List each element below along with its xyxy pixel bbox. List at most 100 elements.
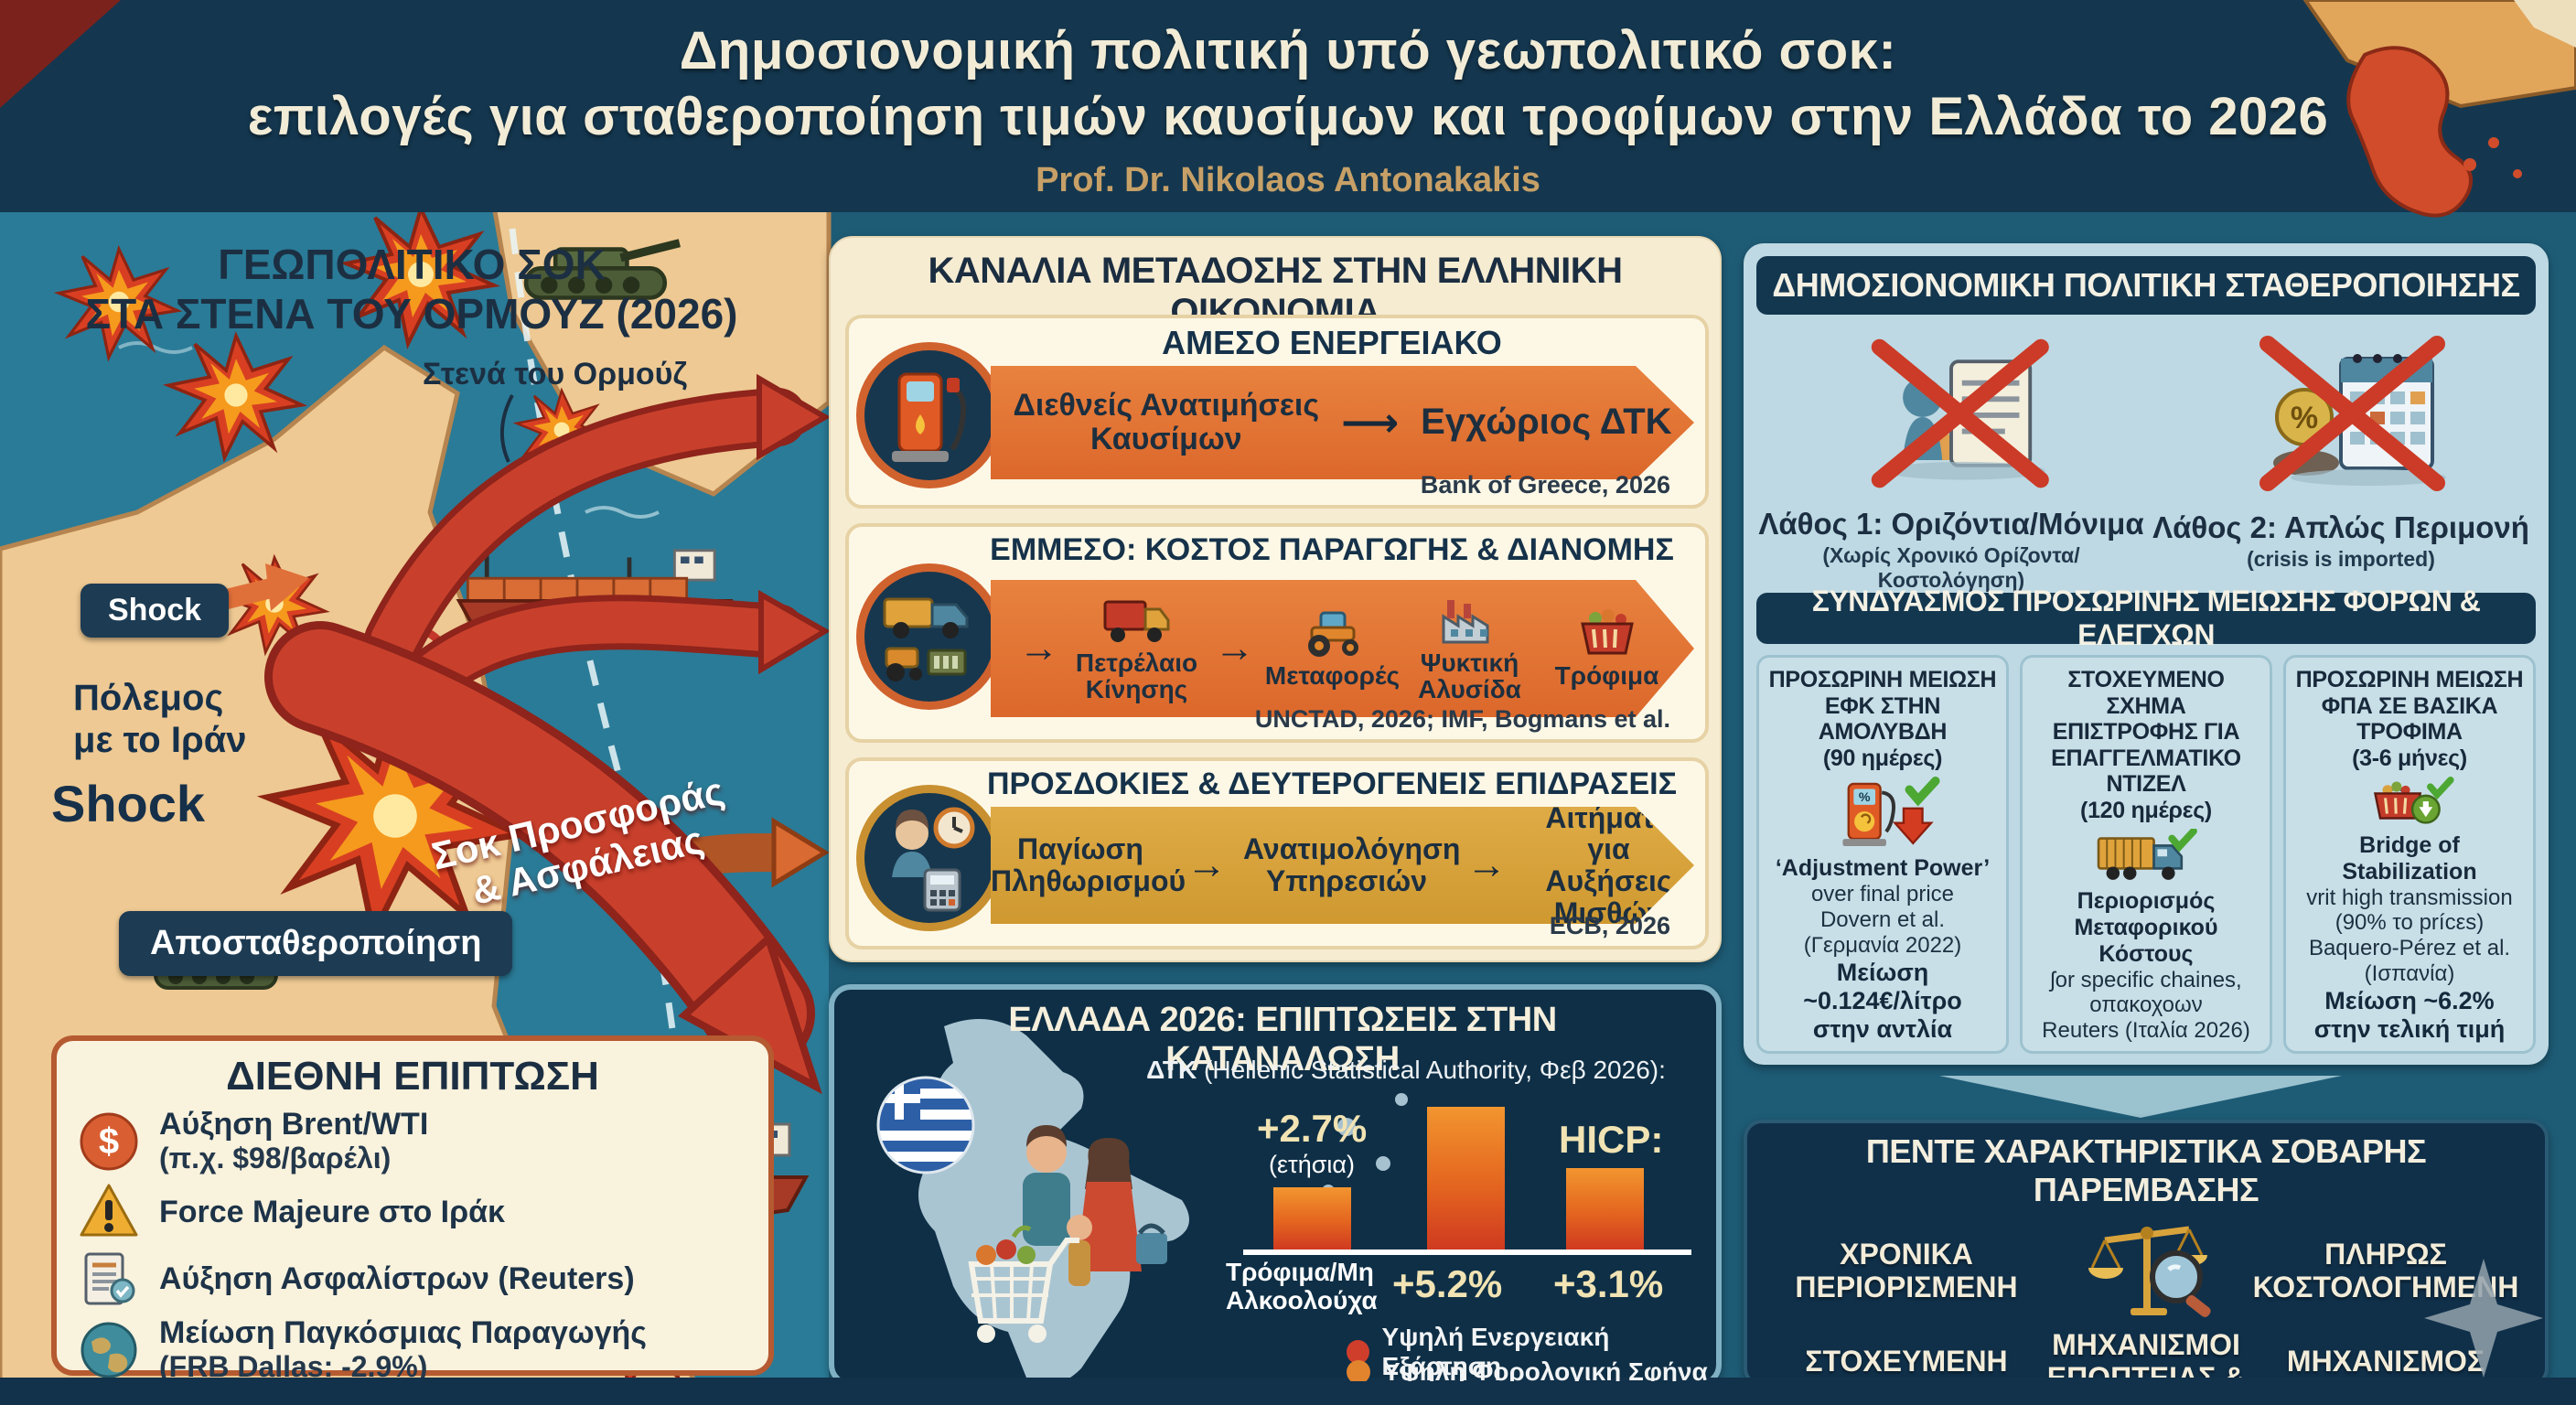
expectations-source: ECB, 2026	[1549, 912, 1670, 939]
legend-dot-orange	[1347, 1360, 1370, 1381]
indirect-source: UNCTAD, 2026; IMF, Bogmans et al.	[1254, 705, 1670, 733]
feature-time-limited: ΧΡΟΝΙΚΑ ΠΕΡΙΟΡΙΣΜΕΝΗ	[1769, 1217, 2044, 1325]
legend-tax: Υψηλή Φορολογική Σφήνα	[1347, 1357, 1708, 1386]
expectations-channel-title: ΠΡΟΣΔΟΚΙΕΣ & ΔΕΥΤΕΡΟΓΕΝΕΙΣ ΕΠΙΔΡΑΣΕΙΣ	[986, 767, 1678, 801]
col2-line4: οπακοχοων	[2089, 992, 2203, 1018]
direct-source: Bank of Greece, 2026	[1420, 471, 1670, 499]
bottom-bar	[0, 1378, 2576, 1405]
mistake2-subtitle: (crisis is imported)	[2247, 547, 2435, 571]
destabilization-badge: Αποσταθεροποίηση	[119, 911, 513, 976]
col1-result: Μείωση ~0.124€/λίτρο στην αντλία	[1803, 959, 1962, 1044]
mistake-1: Λάθος 1: Οριζόντια/Μόνιμα (Χωρίς Χρονικό…	[1756, 322, 2146, 593]
expectations-step1: Παγίωση Πληθωρισμού	[991, 832, 1186, 897]
impact-title: ΔΙΕΘΝΗ ΕΠΙΠΤΩΣΗ	[226, 1054, 599, 1099]
map-title-line2: ΣΤΑ ΣΤΕΝΑ ΤΟΥ ΟΡΜΟΥΖ (2026)	[85, 290, 738, 338]
col3-header-line4: (3-6 μήνες)	[2352, 745, 2467, 771]
col3-result: Μείωση ~6.2% στην τελική τιμή	[2314, 987, 2506, 1044]
col3-line3: (90% το prícεs)	[2334, 910, 2485, 936]
family-cart-illustration	[968, 1125, 1167, 1343]
truck-icon	[1103, 595, 1171, 646]
step-transport: Μεταφορές	[1268, 607, 1398, 689]
col2-header-line2: ΕΠΙΣΤΡΟΦΗΣ ΓΙΑ	[2052, 719, 2240, 745]
arrow-right-icon: →	[1466, 842, 1507, 887]
direct-step2: Εγχώριος ΔΤΚ	[1421, 402, 1672, 443]
col3-result-line1: Μείωση ~6.2%	[2324, 986, 2495, 1014]
transmission-channels-panel: ΚΑΝΑΛΙΑ ΜΕΤΑΔΟΣΗΣ ΣΤΗΝ ΕΛΛΗΝΙΚΗ ΟΙΚΟΝΟΜΙ…	[829, 236, 1722, 962]
impact-item-text: Αύξηση Brent/WTI	[159, 1107, 429, 1142]
hicp-label: HICP:	[1559, 1118, 1664, 1161]
col3-line4: Baquero-Pérez et al.	[2308, 936, 2511, 961]
policy-col-excise: ΠΡΟΣΩΡΙΝΗ ΜΕΙΩΣΗ ΕΦΚ ΣΤΗΝ ΑΜΟΛΥΒΔΗ (90 η…	[1756, 655, 2009, 1054]
feature-line: ΜΗΧΑΝΙΣΜΟΙ	[2052, 1328, 2240, 1361]
check-icon	[2427, 777, 2454, 800]
policy-col-vat: ΠΡΟΣΩΡΙΝΗ ΜΕΙΩΣΗ ΦΠΑ ΣΕ ΒΑΣΙΚΑ ΤΡΟΦΙΜΑ (…	[2283, 655, 2536, 1054]
col1-header-line2: ΕΦΚ ΣΤΗΝ ΑΜΟΛΥΒΔΗ	[1818, 692, 1948, 745]
col3-line1: Bridge of Stabilization	[2342, 831, 2477, 885]
bar-hicp-value: +3.1%	[1553, 1262, 1664, 1305]
legend-label: Υψηλή Φορολογική Σφήνα	[1383, 1357, 1708, 1386]
freight-truck-icon	[2097, 829, 2197, 880]
factory-icon	[1436, 595, 1504, 646]
page-title-line2: επιλογές για σταθεροποίηση τιμών καυσίμω…	[247, 87, 2329, 146]
greece-map-illustration	[876, 1019, 1408, 1381]
greece-panel-subtitle: ΔΤΚ (Hellenic Statistical Authority, Φεβ…	[1100, 1056, 1712, 1085]
col3-header-line3: ΤΡΟΦΙΜΑ	[2356, 719, 2463, 745]
col2-header-line4: (120 ημέρες)	[2080, 797, 2212, 823]
indirect-cost-channel: ΕΜΜΕΣΟ: ΚΟΣΤΟΣ ΠΑΡΑΓΩΓΗΣ & ΔΙΑΝΟΜΗΣ →	[845, 523, 1709, 743]
dollar-icon: $	[80, 1112, 138, 1171]
subtitle-rest: (Hellenic Statistical Authority, Φεβ 202…	[1197, 1056, 1666, 1084]
col1-header-line1: ΠΡΟΣΩΡΙΝΗ ΜΕΙΩΣΗ	[1768, 667, 1997, 692]
direct-channel-title: ΑΜΕΣΟ ΕΝΕΡΓΕΙΑΚΟ	[1162, 324, 1502, 361]
expectations-channel: ΠΡΟΣΔΟΚΙΕΣ & ΔΕΥΤΕΡΟΓΕΝΕΙΣ ΕΠΙΔΡΑΣΕΙΣ Πα…	[845, 757, 1709, 949]
basket-icon	[1573, 607, 1641, 659]
author: Prof. Dr. Nikolaos Antonakakis	[1036, 161, 1540, 199]
indirect-channel-title: ΕΜΜΕΣΟ: ΚΟΣΤΟΣ ΠΑΡΑΓΩΓΗΣ & ΔΙΑΝΟΜΗΣ	[990, 532, 1674, 567]
page-title-line1: Δημοσιονομική πολιτική υπό γεωπολιτικό σ…	[679, 21, 1897, 80]
direct-step1-line1: Διεθνείς Ανατιμήσεις	[1013, 388, 1320, 424]
mistake1-title: Λάθος 1: Οριζόντια/Μόνιμα	[1758, 507, 2144, 541]
col2-header-line3: ΕΠΑΓΓΕΛΜΑΤΙΚΟ ΝΤΙΖΕΛ	[2051, 745, 2241, 798]
chart-baseline	[1243, 1249, 1691, 1255]
bar-annual-cpi	[1273, 1187, 1351, 1249]
combo-title-bar: ΣΥΝΔΥΑΣΜΟΣ ΠΡΟΣΩΡΙΝΗΣ ΜΕΙΩΣΗΣ ΦΟΡΩΝ & ΕΛ…	[1756, 585, 2536, 651]
features-title: ΠΕΝΤΕ ΧΑΡΑΚΤΗΡΙΣΤΙΚΑ ΣΟΒΑΡΗΣ ΠΑΡΕΜΒΑΣΗΣ	[1865, 1132, 2427, 1208]
feature-line: ΜΗΧΑΝΙΣΜΟΣ	[2286, 1345, 2485, 1378]
svg-text:$: $	[99, 1121, 119, 1162]
bar-food-category: Τρόφιμα/Μη Αλκοολούχα	[1226, 1258, 1409, 1315]
war-label: Πόλεμος με το Ιράν	[73, 677, 348, 761]
food-basket-down-icon	[2373, 777, 2454, 824]
expectations-banner: Παγίωση Πληθωρισμού → Ανατιμολόγηση Υπηρ…	[991, 807, 1694, 924]
five-features-panel: ΠΕΝΤΕ ΧΑΡΑΚΤΗΡΙΣΤΙΚΑ ΣΟΒΑΡΗΣ ΠΑΡΕΜΒΑΣΗΣ …	[1744, 1120, 2549, 1405]
fiscal-policy-panel: ΔΗΜΟΣΙΟΝΟΜΙΚΗ ΠΟΛΙΤΙΚΗ ΣΤΑΘΕΡΟΠΟΙΗΣΗΣ Λά	[1744, 243, 2549, 1065]
list-item: Αύξηση Ασφαλίστρων (Reuters)	[79, 1249, 746, 1309]
check-icon	[1905, 777, 1940, 807]
col2-line1: Περιορισμός	[2077, 887, 2216, 914]
annual-cpi-value: +2.7%	[1257, 1107, 1368, 1150]
col1-line1: ‘Adjustment Power’	[1775, 855, 1991, 882]
list-item: Μείωση Παγκόσμιας Παραγωγής (FRB Dallas:…	[79, 1315, 746, 1384]
col3-header-line2: ΦΠΑ ΣΕ ΒΑΣΙΚΑ	[2321, 692, 2498, 719]
household-expectations-icon	[856, 785, 1003, 931]
check-icon	[2168, 829, 2197, 853]
international-impact-box: ΔΙΕΘΝΗ ΕΠΙΠΤΩΣΗ $ Αύξηση Brent/WTI (π.χ.…	[51, 1035, 774, 1383]
col3-result-line2: στην τελική τιμή	[2313, 1014, 2506, 1043]
col1-result-line1: Μείωση	[1836, 958, 1929, 986]
col1-header-line3: (90 ημέρες)	[1822, 745, 1943, 771]
col1-result-line3: στην αντλία	[1812, 1014, 1953, 1043]
arrow-right-icon: →	[1186, 842, 1227, 887]
greece-land	[2346, 46, 2474, 218]
col2-line2: Μεταφορικού Κόστους	[2074, 914, 2218, 967]
legend-dot-red	[1347, 1340, 1369, 1364]
col1-line2: over final price	[1810, 882, 1955, 907]
bar-category-line2: Αλκοολούχα	[1226, 1285, 1378, 1314]
globe-icon	[80, 1322, 137, 1378]
bar-food	[1427, 1107, 1505, 1249]
fuel-pump-percent-icon: %	[1842, 777, 1940, 847]
step-diesel: Πετρέλαιο Κίνησης	[1072, 595, 1202, 703]
step-cold-chain: Ψυκτική Αλυσίδα	[1405, 595, 1535, 703]
direct-energy-channel: ΑΜΕΣΟ ΕΝΕΡΓΕΙΑΚΟ Διεθνείς Ανατιμήσεις Κα…	[845, 315, 1709, 509]
col1-result-line2: ~0.124€/λίτρο	[1803, 986, 1962, 1014]
feature-line: ΠΛΗΡΩΣ	[2324, 1237, 2447, 1271]
legend-energy: Υψηλή Ενεργειακή Εξάρτηση	[1347, 1323, 1716, 1381]
step-label: Ψυκτική Αλυσίδα	[1418, 648, 1521, 703]
